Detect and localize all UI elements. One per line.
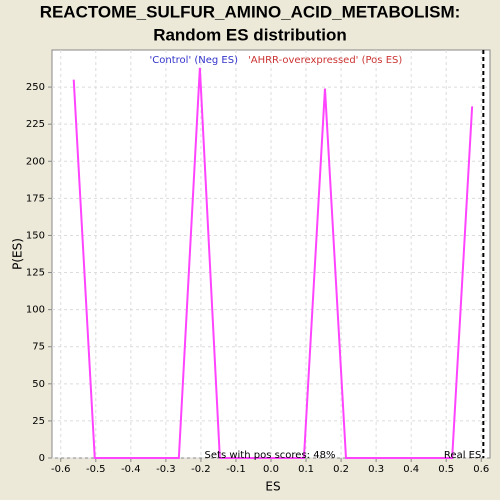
x-tick-label: 0.5 (438, 464, 454, 475)
y-tick-label: 100 (26, 305, 45, 316)
y-tick-label: 75 (32, 342, 45, 353)
x-tick-label: 0.4 (403, 464, 419, 475)
chart-subtitle: Random ES distribution (153, 25, 347, 44)
y-tick-label: 250 (26, 82, 45, 93)
x-tick-label: 0.1 (298, 464, 314, 475)
y-tick-label: 25 (32, 416, 45, 427)
real-es-label: Real ES (444, 450, 481, 461)
legend-entry: 'AHRR-overexpressed' (Pos ES) (248, 55, 402, 66)
line (72, 67, 474, 459)
x-tick-label: -0.3 (156, 464, 176, 475)
y-tick-label: 125 (26, 268, 45, 279)
x-tick-label: 0.2 (333, 464, 349, 475)
y-axis-label: P(ES) (11, 238, 25, 270)
x-tick-label: 0.3 (368, 464, 384, 475)
x-tick-label: -0.1 (226, 464, 246, 475)
y-tick-label: 0 (39, 453, 45, 464)
x-tick-label: -0.6 (51, 464, 71, 475)
y-tick-label: 225 (26, 119, 45, 130)
y-tick-label: 50 (32, 379, 45, 390)
y-tick-label: 150 (26, 230, 45, 241)
x-tick-label: 0.6 (473, 464, 489, 475)
x-tick-label: -0.4 (121, 464, 141, 475)
x-tick-label: -0.5 (86, 464, 106, 475)
x-tick-label: 0.0 (263, 464, 279, 475)
y-tick-label: 175 (26, 193, 45, 204)
chart-title: REACTOME_SULFUR_AMINO_ACID_METABOLISM: (40, 2, 461, 21)
x-axis-label: ES (265, 480, 280, 494)
annotation: Sets with pos scores: 48% (205, 450, 336, 461)
legend-entry: 'Control' (Neg ES) (150, 55, 239, 66)
x-tick-label: -0.2 (191, 464, 211, 475)
y-tick-label: 200 (26, 156, 45, 167)
